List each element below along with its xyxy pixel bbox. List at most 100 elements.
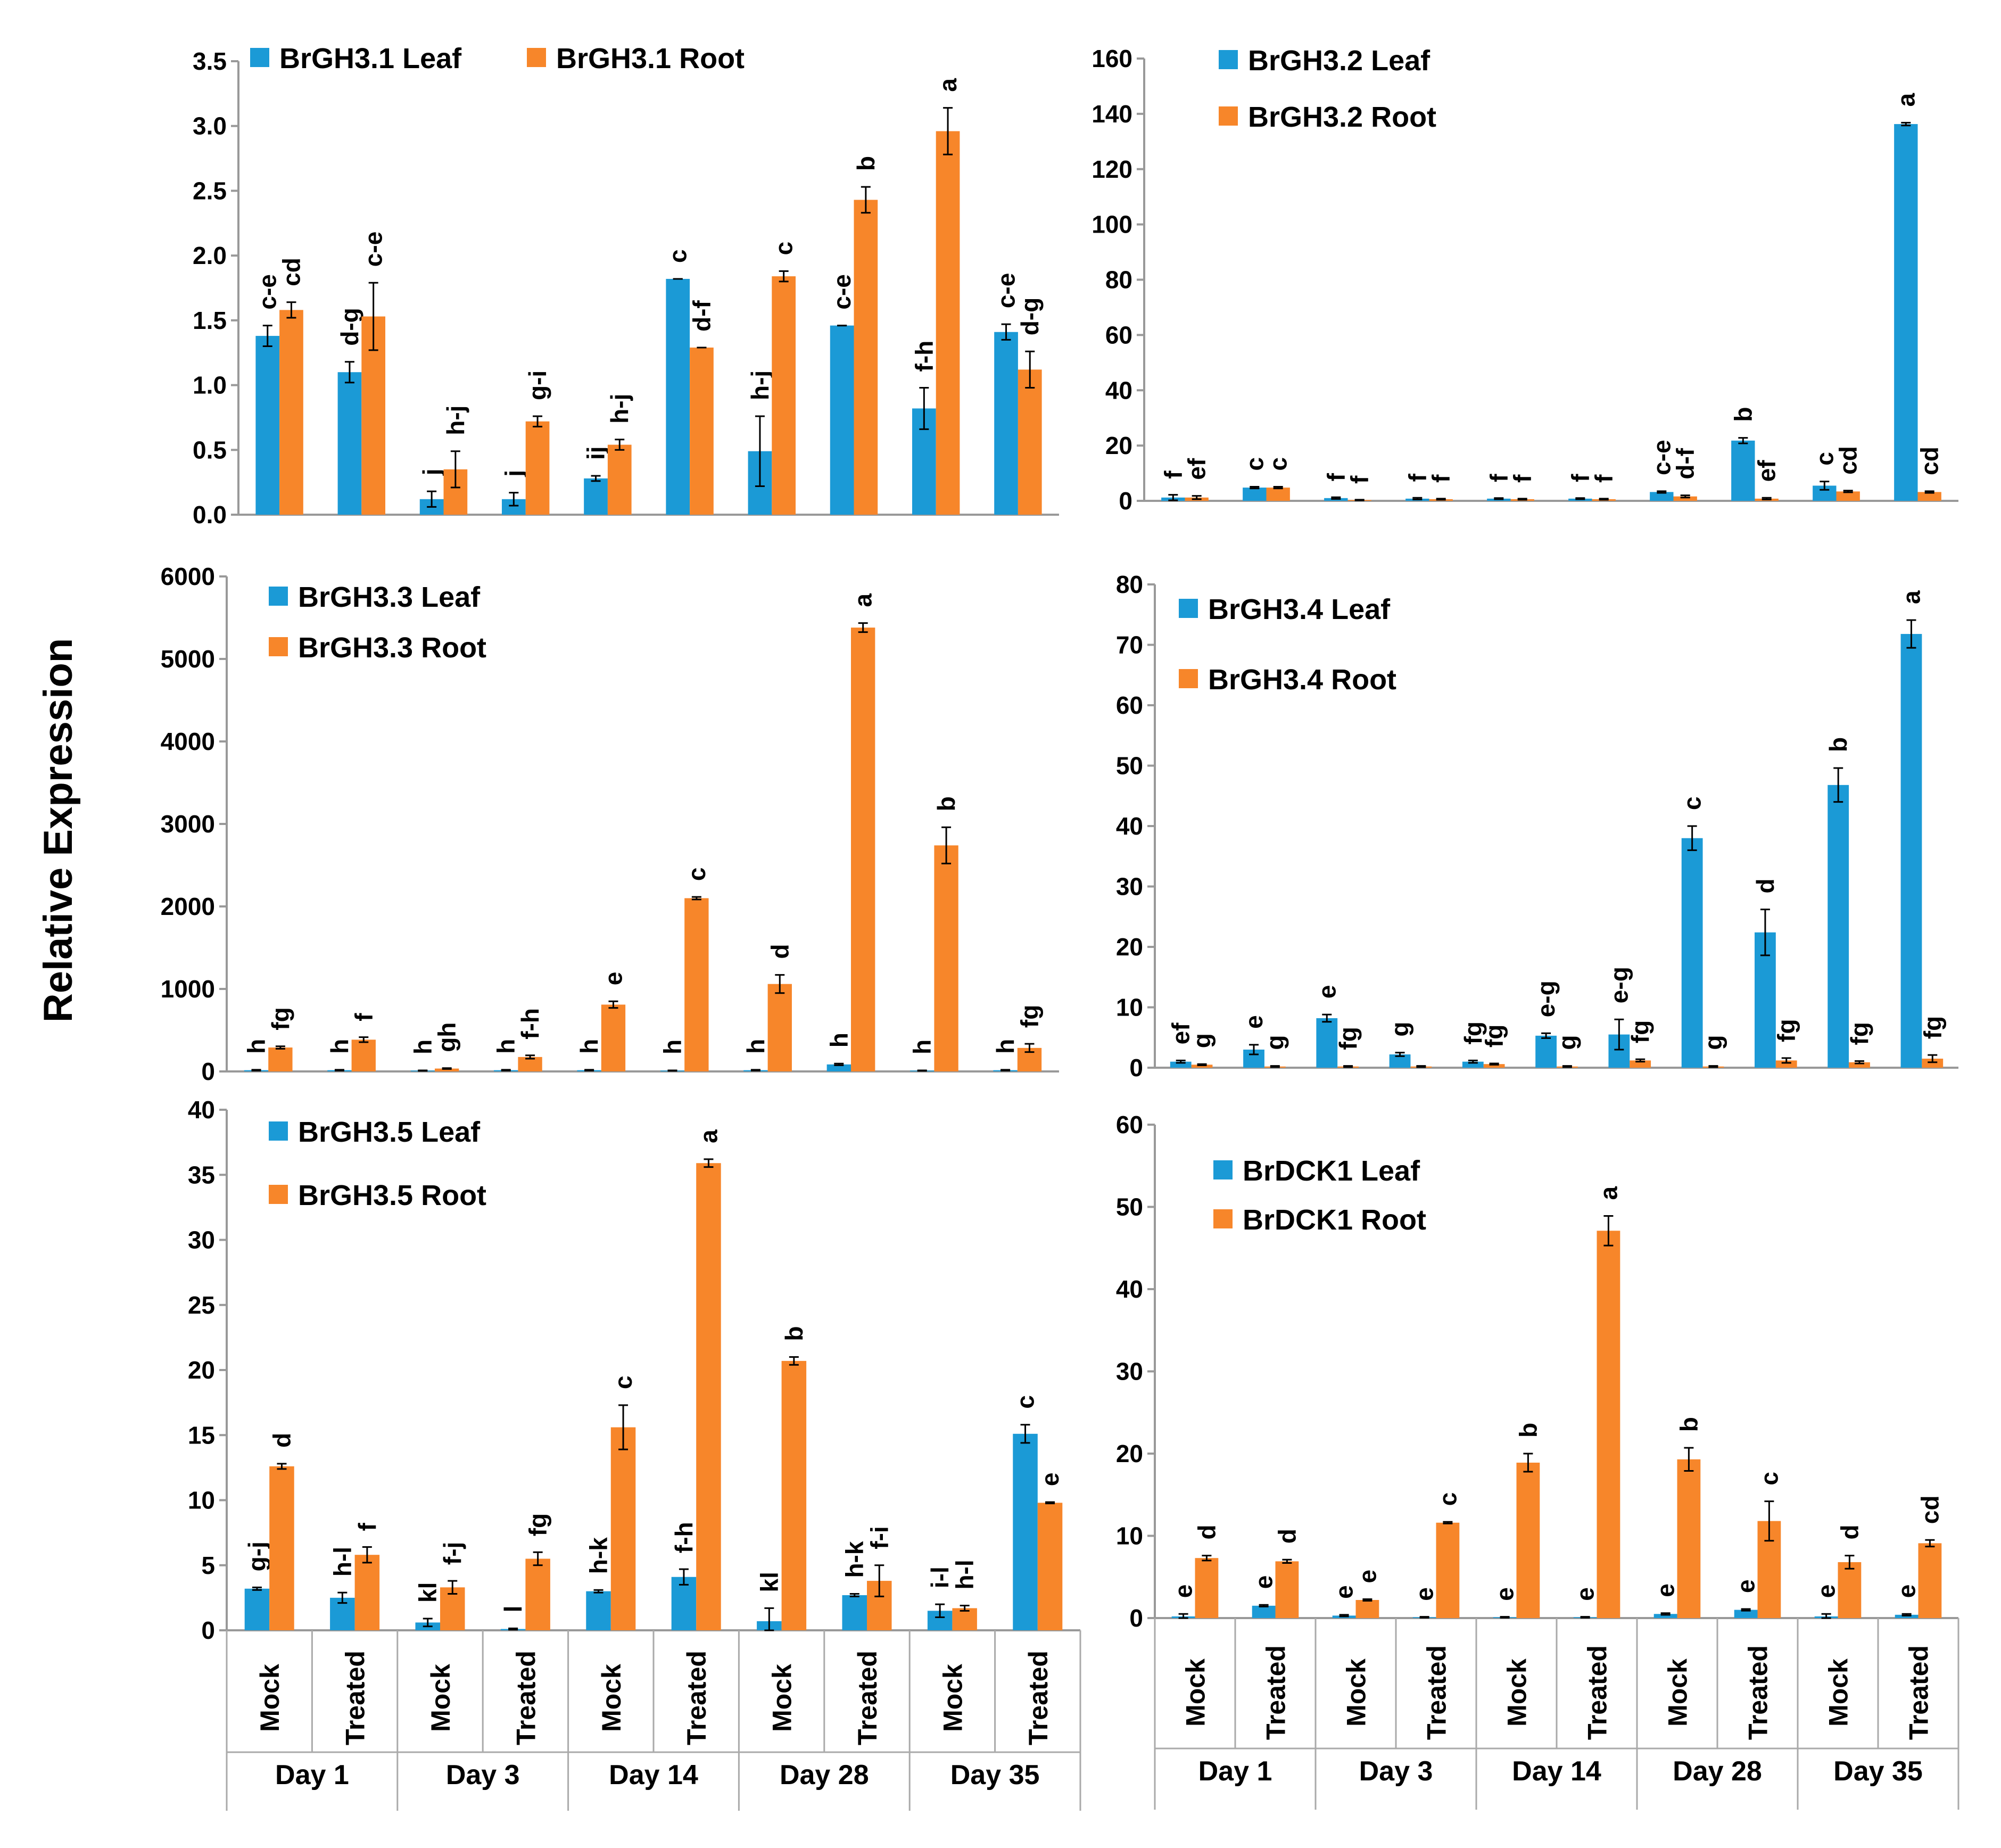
significance-label: cd	[1834, 446, 1862, 475]
significance-label: fg	[524, 1513, 552, 1536]
bar-leaf	[1731, 440, 1755, 501]
condition-label: Mock	[255, 1664, 285, 1732]
y-tick-label: 60	[1105, 321, 1132, 349]
legend-swatch	[250, 48, 269, 67]
significance-label: b	[1824, 737, 1852, 752]
significance-label: e	[1411, 1587, 1438, 1601]
significance-label: f-h	[516, 1008, 544, 1040]
significance-label: d	[1273, 1529, 1301, 1544]
bar-root	[1917, 492, 1941, 501]
y-tick-label: 35	[188, 1161, 215, 1189]
day-label: Day 35	[950, 1760, 1040, 1791]
significance-label: j	[418, 468, 445, 476]
bar-root	[1849, 1062, 1870, 1068]
significance-label: d	[268, 1433, 295, 1448]
significance-label: b	[932, 796, 960, 811]
bar-root	[1597, 1231, 1620, 1618]
condition-label: Treated	[1583, 1645, 1613, 1740]
bar-root	[1018, 369, 1042, 515]
significance-label: h	[243, 1039, 270, 1054]
legend-swatch	[269, 587, 288, 606]
significance-label: i-l	[926, 1566, 954, 1588]
significance-label: b	[780, 1326, 808, 1341]
bar-leaf	[1252, 1605, 1276, 1618]
y-tick-label: 0	[201, 1058, 215, 1085]
y-tick-label: 20	[188, 1356, 215, 1384]
significance-label: f	[1322, 473, 1350, 481]
significance-label: c-e	[828, 274, 856, 309]
bar-root	[1483, 1064, 1505, 1068]
y-tick-label: 2.5	[193, 177, 227, 204]
significance-label: e	[1313, 985, 1341, 999]
significance-label: fg	[1919, 1016, 1946, 1039]
y-tick-label: 100	[1092, 211, 1132, 238]
y-tick-label: 0	[201, 1616, 215, 1644]
bar-root	[1355, 1600, 1379, 1618]
legend-label: BrGH3.3 Leaf	[298, 581, 481, 613]
significance-label: e	[1813, 1585, 1840, 1598]
bar-leaf	[826, 1064, 851, 1071]
bar-leaf	[1316, 1018, 1338, 1068]
significance-label: ij	[582, 446, 610, 460]
significance-label: e-g	[1605, 967, 1633, 1003]
legend-label: BrDCK1 Root	[1243, 1204, 1426, 1236]
bar-leaf	[1895, 1614, 1919, 1618]
y-tick-label: 1.0	[193, 372, 227, 399]
significance-label: e	[1170, 1585, 1197, 1598]
significance-label: e	[1893, 1585, 1921, 1598]
significance-label: c-e	[1648, 440, 1675, 475]
significance-label: f	[1346, 475, 1374, 484]
chart-panel-brgh3-5: 0 5 10 15 20 25 30 35 40 BrGH3.5 Leaf BrGH3.5 Root…	[188, 1096, 1080, 1644]
significance-label: c	[1810, 452, 1838, 466]
y-tick-label: 10	[1116, 1522, 1143, 1550]
day-label: Day 3	[446, 1760, 520, 1791]
legend-label: BrGH3.5 Leaf	[298, 1116, 481, 1148]
y-tick-label: 2000	[161, 893, 215, 920]
significance-label: h	[659, 1040, 687, 1054]
bar-leaf	[994, 332, 1018, 515]
significance-label: e	[1250, 1575, 1278, 1589]
significance-label: h	[742, 1039, 770, 1054]
y-tick-label: 10	[188, 1487, 215, 1514]
condition-label: Mock	[1824, 1659, 1854, 1727]
significance-label: g-i	[524, 370, 551, 400]
legend-label: BrGH3.1 Root	[556, 43, 745, 75]
significance-label: h	[409, 1040, 436, 1054]
significance-label: h	[326, 1039, 353, 1054]
significance-label: fg	[1481, 1025, 1508, 1047]
y-tick-label: 40	[188, 1096, 215, 1124]
significance-label: a	[849, 593, 877, 607]
day-label: Day 1	[275, 1760, 349, 1791]
significance-label: h-j	[442, 406, 469, 435]
significance-label: e	[1330, 1585, 1358, 1599]
condition-label: Treated	[511, 1651, 541, 1745]
significance-label: ef	[1167, 1022, 1195, 1045]
significance-label: fg	[1773, 1019, 1800, 1042]
y-tick-label: 20	[1116, 933, 1143, 961]
day-label: Day 14	[609, 1760, 698, 1791]
bar-leaf	[1535, 1035, 1557, 1068]
bar-root	[684, 898, 709, 1071]
significance-label: b	[1675, 1417, 1702, 1432]
significance-label: f	[1509, 474, 1536, 483]
bar-leaf	[1462, 1061, 1484, 1068]
condition-label: Treated	[1904, 1645, 1934, 1740]
legend-swatch	[1179, 669, 1198, 688]
y-tick-label: 6000	[161, 563, 215, 590]
significance-label: f	[1590, 474, 1618, 483]
bar-root	[607, 444, 632, 515]
significance-label: d	[1751, 879, 1779, 894]
significance-label: h-k	[841, 1541, 869, 1578]
chart-panel-brgh3-2: 0 20 40 60 80 100 120 140 160 BrGH3.2 Leaf BrGH3.2…	[1092, 45, 1958, 515]
y-tick-label: 2.0	[193, 242, 227, 269]
significance-label: f	[350, 1013, 377, 1021]
y-tick-label: 0	[1129, 1604, 1143, 1632]
significance-label: fg	[1459, 1021, 1487, 1044]
y-tick-label: 30	[1116, 873, 1143, 901]
bar-root	[435, 1068, 459, 1071]
significance-label: g	[1386, 1022, 1414, 1037]
legend-label: BrDCK1 Leaf	[1243, 1155, 1420, 1187]
bar-leaf	[244, 1588, 270, 1630]
significance-label: d	[1193, 1524, 1220, 1539]
y-tick-label: 80	[1105, 266, 1132, 294]
